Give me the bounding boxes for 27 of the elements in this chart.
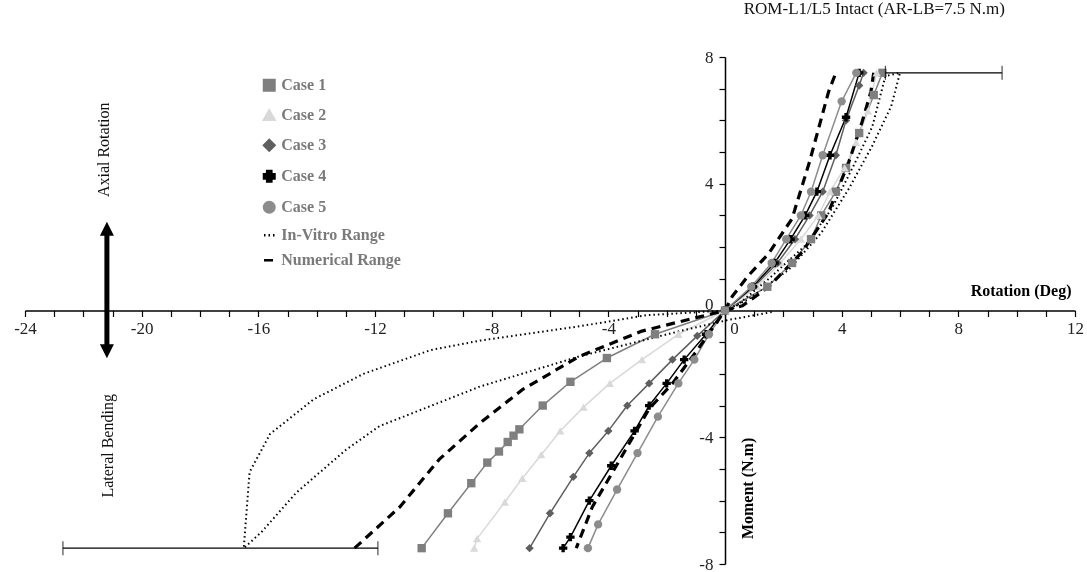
legend-label: Case 3 [281,136,327,154]
y-tick-label: 8 [705,47,714,67]
x-tick-label: -16 [247,319,271,338]
x-tick-label: -12 [364,319,387,338]
y-tick-label: 4 [705,174,714,194]
legend-label: Numerical Range [281,251,401,270]
x-tick-label: -20 [130,319,154,338]
legend-label: Case 4 [281,167,327,185]
annotation: Lateral Bending [98,394,117,498]
legend-label: Case 1 [281,76,327,94]
x-tick-label: 0 [730,319,739,338]
x-tick-label: 12 [1067,319,1084,338]
legend-label: In-Vitro Range [281,226,385,245]
y-axis-title: Moment (N.m) [738,437,757,540]
y-tick-label: -8 [699,554,714,572]
y-tick-label: -4 [699,427,714,447]
x-tick-label: -24 [14,319,38,338]
legend-label: Case 5 [281,198,327,216]
chart-title: ROM-L1/L5 Intact (AR-LB=7.5 N.m) [743,0,1005,18]
x-tick-label: -8 [485,319,500,338]
y-tick-label: 0 [705,295,714,314]
x-tick-label: -4 [601,319,617,338]
x-axis-title: Rotation (Deg) [970,282,1072,300]
x-tick-label: 8 [954,319,964,338]
annotation: Axial Rotation [94,102,112,198]
x-tick-label: 4 [837,319,847,338]
legend-label: Case 2 [281,106,327,124]
